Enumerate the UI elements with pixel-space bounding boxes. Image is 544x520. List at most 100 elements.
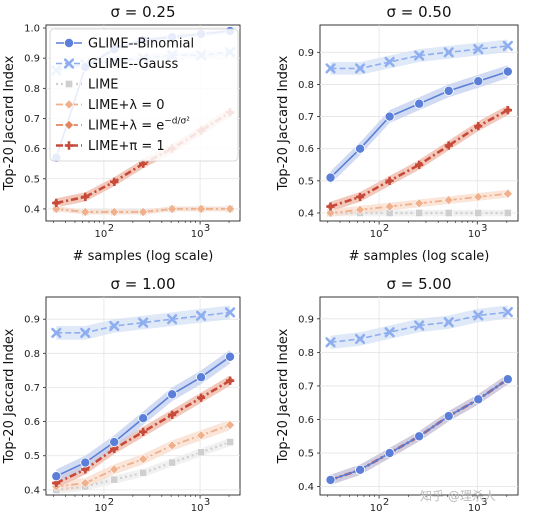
x-tick-label: 10 xyxy=(370,229,383,240)
x-tick-label: 10 xyxy=(468,229,481,240)
x-tick-exponent: 3 xyxy=(204,223,210,234)
y-tick-label: 0.5 xyxy=(298,176,314,187)
glime_gauss-point xyxy=(473,310,484,321)
y-tick-label: 0.4 xyxy=(298,208,314,219)
glime_gauss-point xyxy=(443,317,454,328)
lime_pi1-point xyxy=(225,376,235,385)
glime_gauss-point xyxy=(384,56,395,68)
lime_pi1-point xyxy=(110,177,119,186)
y-tick-label: 0.6 xyxy=(298,415,314,426)
legend: GLIME--Binomial GLIME--Gauss LIME LIME+λ = … xyxy=(49,28,239,162)
x-tick-exponent: 3 xyxy=(204,497,210,508)
lime_l0-point xyxy=(502,188,513,199)
x-axis-label: # samples (log scale) xyxy=(349,249,490,264)
legend-entry-glime_gauss: GLIME--Gauss xyxy=(56,57,178,72)
panel-title: σ = 5.00 xyxy=(386,275,451,293)
glime_binomial-point xyxy=(196,372,207,383)
glime_binomial-point xyxy=(473,76,484,87)
legend-marker xyxy=(65,80,73,88)
y-tick-label: 0.9 xyxy=(298,48,314,59)
glime_binomial-point xyxy=(443,85,454,96)
x-tick-exponent: 2 xyxy=(383,223,389,234)
glime_gauss-point xyxy=(473,43,484,55)
lime_pi1-confidence-band xyxy=(330,105,508,212)
glime_binomial-point xyxy=(443,411,454,422)
legend-marker xyxy=(63,99,75,110)
glime_gauss-point xyxy=(325,337,336,348)
y-tick-label: 0.6 xyxy=(24,417,40,428)
lime_pi1-point xyxy=(503,105,513,115)
lime-point xyxy=(226,438,234,446)
lime-point xyxy=(444,209,453,217)
legend-label: LIME+π = 1 xyxy=(88,139,165,154)
lime_l0-point xyxy=(51,203,62,214)
lime_l0-point xyxy=(196,430,207,441)
lime_l0-point xyxy=(109,206,120,217)
lime_l0-point xyxy=(355,204,366,215)
lime_pi1-point xyxy=(355,192,365,202)
y-tick-label: 0.7 xyxy=(298,112,314,123)
y-tick-label: 0.7 xyxy=(24,383,40,394)
glime_binomial-point xyxy=(80,457,91,468)
lime_l0-point xyxy=(325,207,336,218)
lime_pi1-confidence-band xyxy=(56,107,230,208)
lime-point xyxy=(503,209,512,217)
lime-point xyxy=(474,209,483,217)
glime_gauss-point xyxy=(384,327,395,338)
glime_binomial-point xyxy=(414,431,425,442)
lime-point xyxy=(415,209,424,217)
glime_binomial-point xyxy=(109,437,120,448)
panel-title: σ = 0.25 xyxy=(110,3,175,21)
lime_l0-point xyxy=(196,203,207,214)
x-tick-label: 10 xyxy=(468,503,481,514)
lime_pi1-point xyxy=(196,393,206,402)
glime_gauss-point xyxy=(195,310,207,321)
legend-entry-glime_binomial: GLIME--Binomial xyxy=(56,37,194,52)
legend-label: GLIME--Binomial xyxy=(88,37,194,52)
glime_binomial-point xyxy=(138,413,149,424)
glime_binomial-point xyxy=(473,394,484,405)
lime_pi1-point xyxy=(81,192,90,202)
legend-marker xyxy=(64,141,74,150)
y-tick-label: 0.8 xyxy=(298,80,314,91)
y-tick-label: 0.4 xyxy=(24,485,40,496)
glime_gauss-point xyxy=(109,320,120,332)
glime_binomial-point xyxy=(167,389,178,400)
y-tick-label: 0.8 xyxy=(24,84,40,95)
legend-entry-lime: LIME xyxy=(56,78,119,93)
lime_l0-point xyxy=(414,198,425,209)
lime_l0-point xyxy=(109,464,120,475)
glime_gauss-point xyxy=(502,307,513,318)
legend-label: LIME+λ = 0 xyxy=(88,98,165,113)
watermark: 知乎 @理杀人 xyxy=(420,488,496,503)
lime_pi1-point xyxy=(385,176,394,186)
glime_gauss-point xyxy=(167,314,178,325)
panel-title: σ = 0.50 xyxy=(386,3,451,21)
y-tick-label: 0.5 xyxy=(298,449,314,460)
glime_gauss-point xyxy=(502,40,513,51)
y-axis-label: Top-20 Jaccard Index xyxy=(2,55,17,191)
glime_gauss-point xyxy=(414,50,425,61)
legend-entry-lime_pi1: LIME+π = 1 xyxy=(56,139,165,154)
glime_binomial-point xyxy=(355,143,366,154)
lime-point xyxy=(197,448,205,457)
y-tick-label: 1.0 xyxy=(24,24,40,35)
glime_gauss-point xyxy=(443,47,454,58)
x-tick-exponent: 3 xyxy=(481,497,487,508)
y-tick-label: 0.9 xyxy=(24,54,40,65)
glime_binomial-point xyxy=(384,448,395,459)
y-axis-label: Top-20 Jaccard Index xyxy=(2,328,17,464)
glime_binomial-point xyxy=(502,66,513,77)
glime_gauss-point xyxy=(414,320,425,331)
y-axis-label: Top-20 Jaccard Index xyxy=(276,328,291,464)
glime_binomial-point xyxy=(325,172,336,183)
lime_l0-point xyxy=(80,478,91,489)
x-tick-label: 10 xyxy=(191,503,204,514)
x-tick-exponent: 3 xyxy=(481,223,487,234)
lime_l0-point xyxy=(138,454,149,465)
y-tick-label: 0.9 xyxy=(24,315,40,326)
x-tick-label: 10 xyxy=(95,503,108,514)
